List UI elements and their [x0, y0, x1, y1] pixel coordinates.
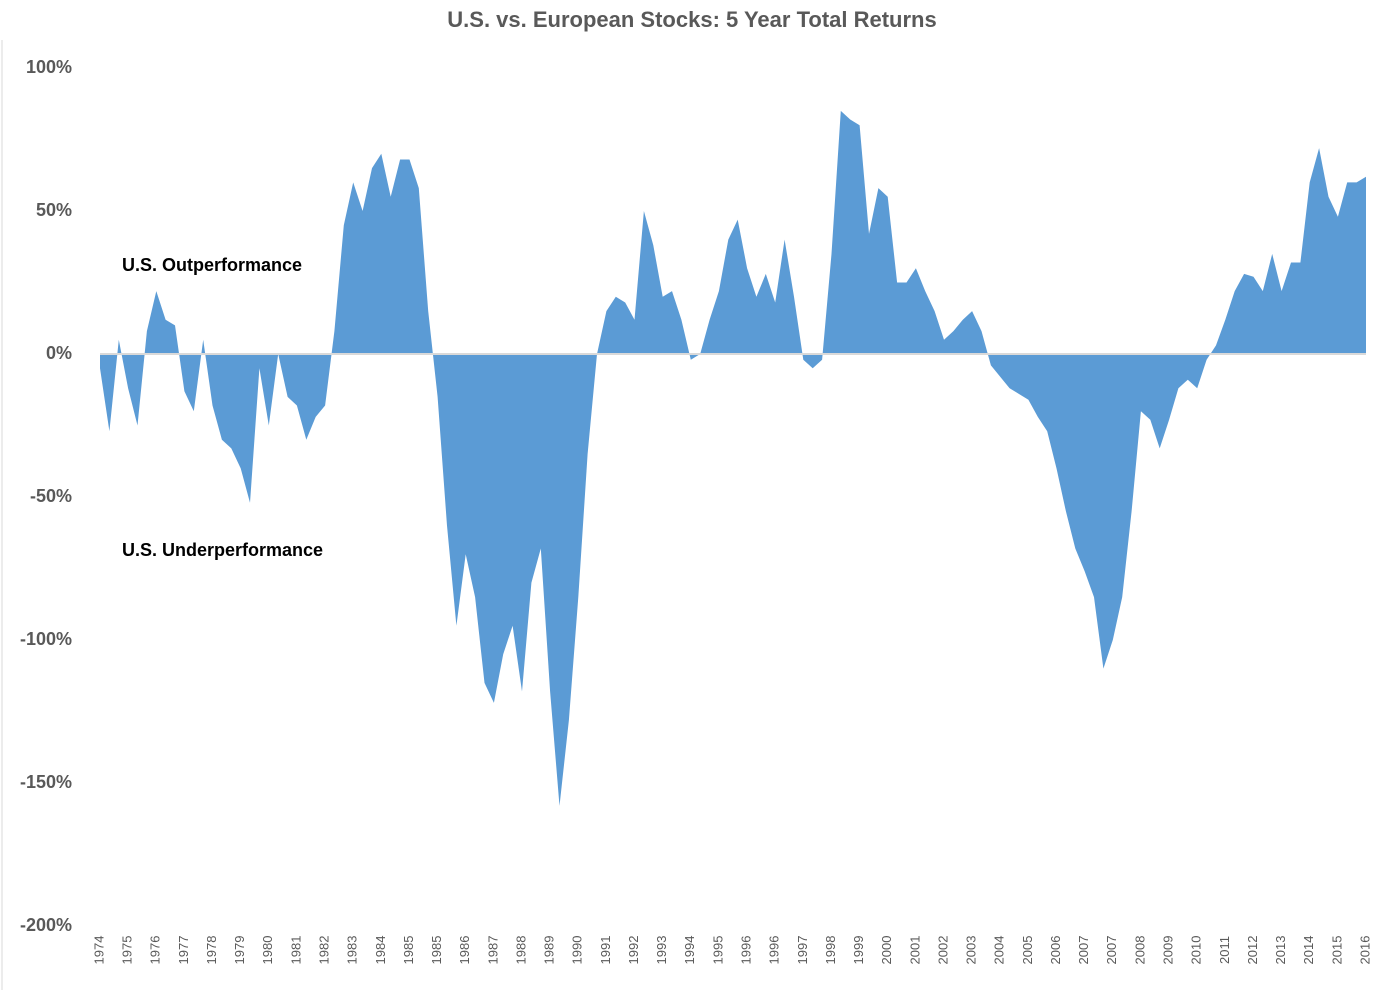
x-tick-label: 1991: [598, 936, 613, 965]
x-tick-label: 1992: [626, 936, 641, 965]
chart-title: U.S. vs. European Stocks: 5 Year Total R…: [447, 7, 936, 32]
x-tick-label: 1975: [120, 936, 135, 965]
y-tick-label: -50%: [30, 486, 72, 506]
x-tick-label: 2015: [1329, 936, 1344, 965]
x-tick-label: 2009: [1161, 936, 1176, 965]
x-tick-label: 2006: [1048, 936, 1063, 965]
x-tick-label: 1978: [204, 936, 219, 965]
y-tick-label: 100%: [26, 57, 72, 77]
x-tick-label: 2010: [1189, 936, 1204, 965]
x-tick-label: 1997: [795, 936, 810, 965]
x-tick-label: 2014: [1301, 936, 1316, 965]
x-tick-label: 1994: [682, 936, 697, 965]
x-tick-label: 2008: [1132, 936, 1147, 965]
x-tick-label: 1979: [232, 936, 247, 965]
x-tick-label: 1996: [739, 936, 754, 965]
annotation: U.S. Outperformance: [122, 255, 302, 275]
x-tick-label: 2007: [1104, 936, 1119, 965]
x-tick-label: 1974: [91, 936, 106, 965]
x-tick-label: 1985: [429, 936, 444, 965]
x-tick-label: 1981: [288, 936, 303, 965]
x-tick-label: 1996: [767, 936, 782, 965]
y-tick-label: -150%: [20, 772, 72, 792]
x-tick-label: 2016: [1357, 936, 1372, 965]
x-tick-label: 2007: [1076, 936, 1091, 965]
annotation: U.S. Underperformance: [122, 540, 323, 560]
x-tick-label: 2001: [907, 936, 922, 965]
x-tick-label: 2013: [1273, 936, 1288, 965]
x-tick-label: 1999: [851, 936, 866, 965]
x-tick-label: 1993: [654, 936, 669, 965]
area: [100, 110, 1366, 806]
x-tick-label: 1988: [513, 936, 528, 965]
x-tick-label: 1982: [317, 936, 332, 965]
x-tick-label: 1989: [542, 936, 557, 965]
x-tick-label: 1977: [176, 936, 191, 965]
x-tick-label: 2005: [1020, 936, 1035, 965]
x-tick-label: 2011: [1217, 936, 1232, 964]
y-tick-label: -200%: [20, 915, 72, 935]
x-tick-label: 1987: [485, 936, 500, 965]
x-tick-label: 1984: [373, 936, 388, 965]
x-tick-label: 1985: [401, 936, 416, 965]
x-tick-label: 1980: [260, 936, 275, 965]
x-tick-label: 2000: [879, 936, 894, 965]
x-tick-label: 1995: [710, 936, 725, 965]
x-tick-label: 1986: [457, 936, 472, 965]
y-tick-label: 0%: [46, 343, 72, 363]
x-tick-label: 1990: [570, 936, 585, 965]
y-tick-label: -100%: [20, 629, 72, 649]
x-tick-label: 2003: [964, 936, 979, 965]
x-tick-label: 1983: [345, 936, 360, 965]
x-tick-label: 2004: [992, 936, 1007, 965]
x-tick-label: 1976: [148, 936, 163, 965]
y-tick-label: 50%: [36, 200, 72, 220]
x-tick-label: 1998: [823, 936, 838, 965]
x-tick-label: 2012: [1245, 936, 1260, 965]
x-tick-label: 2002: [935, 936, 950, 965]
